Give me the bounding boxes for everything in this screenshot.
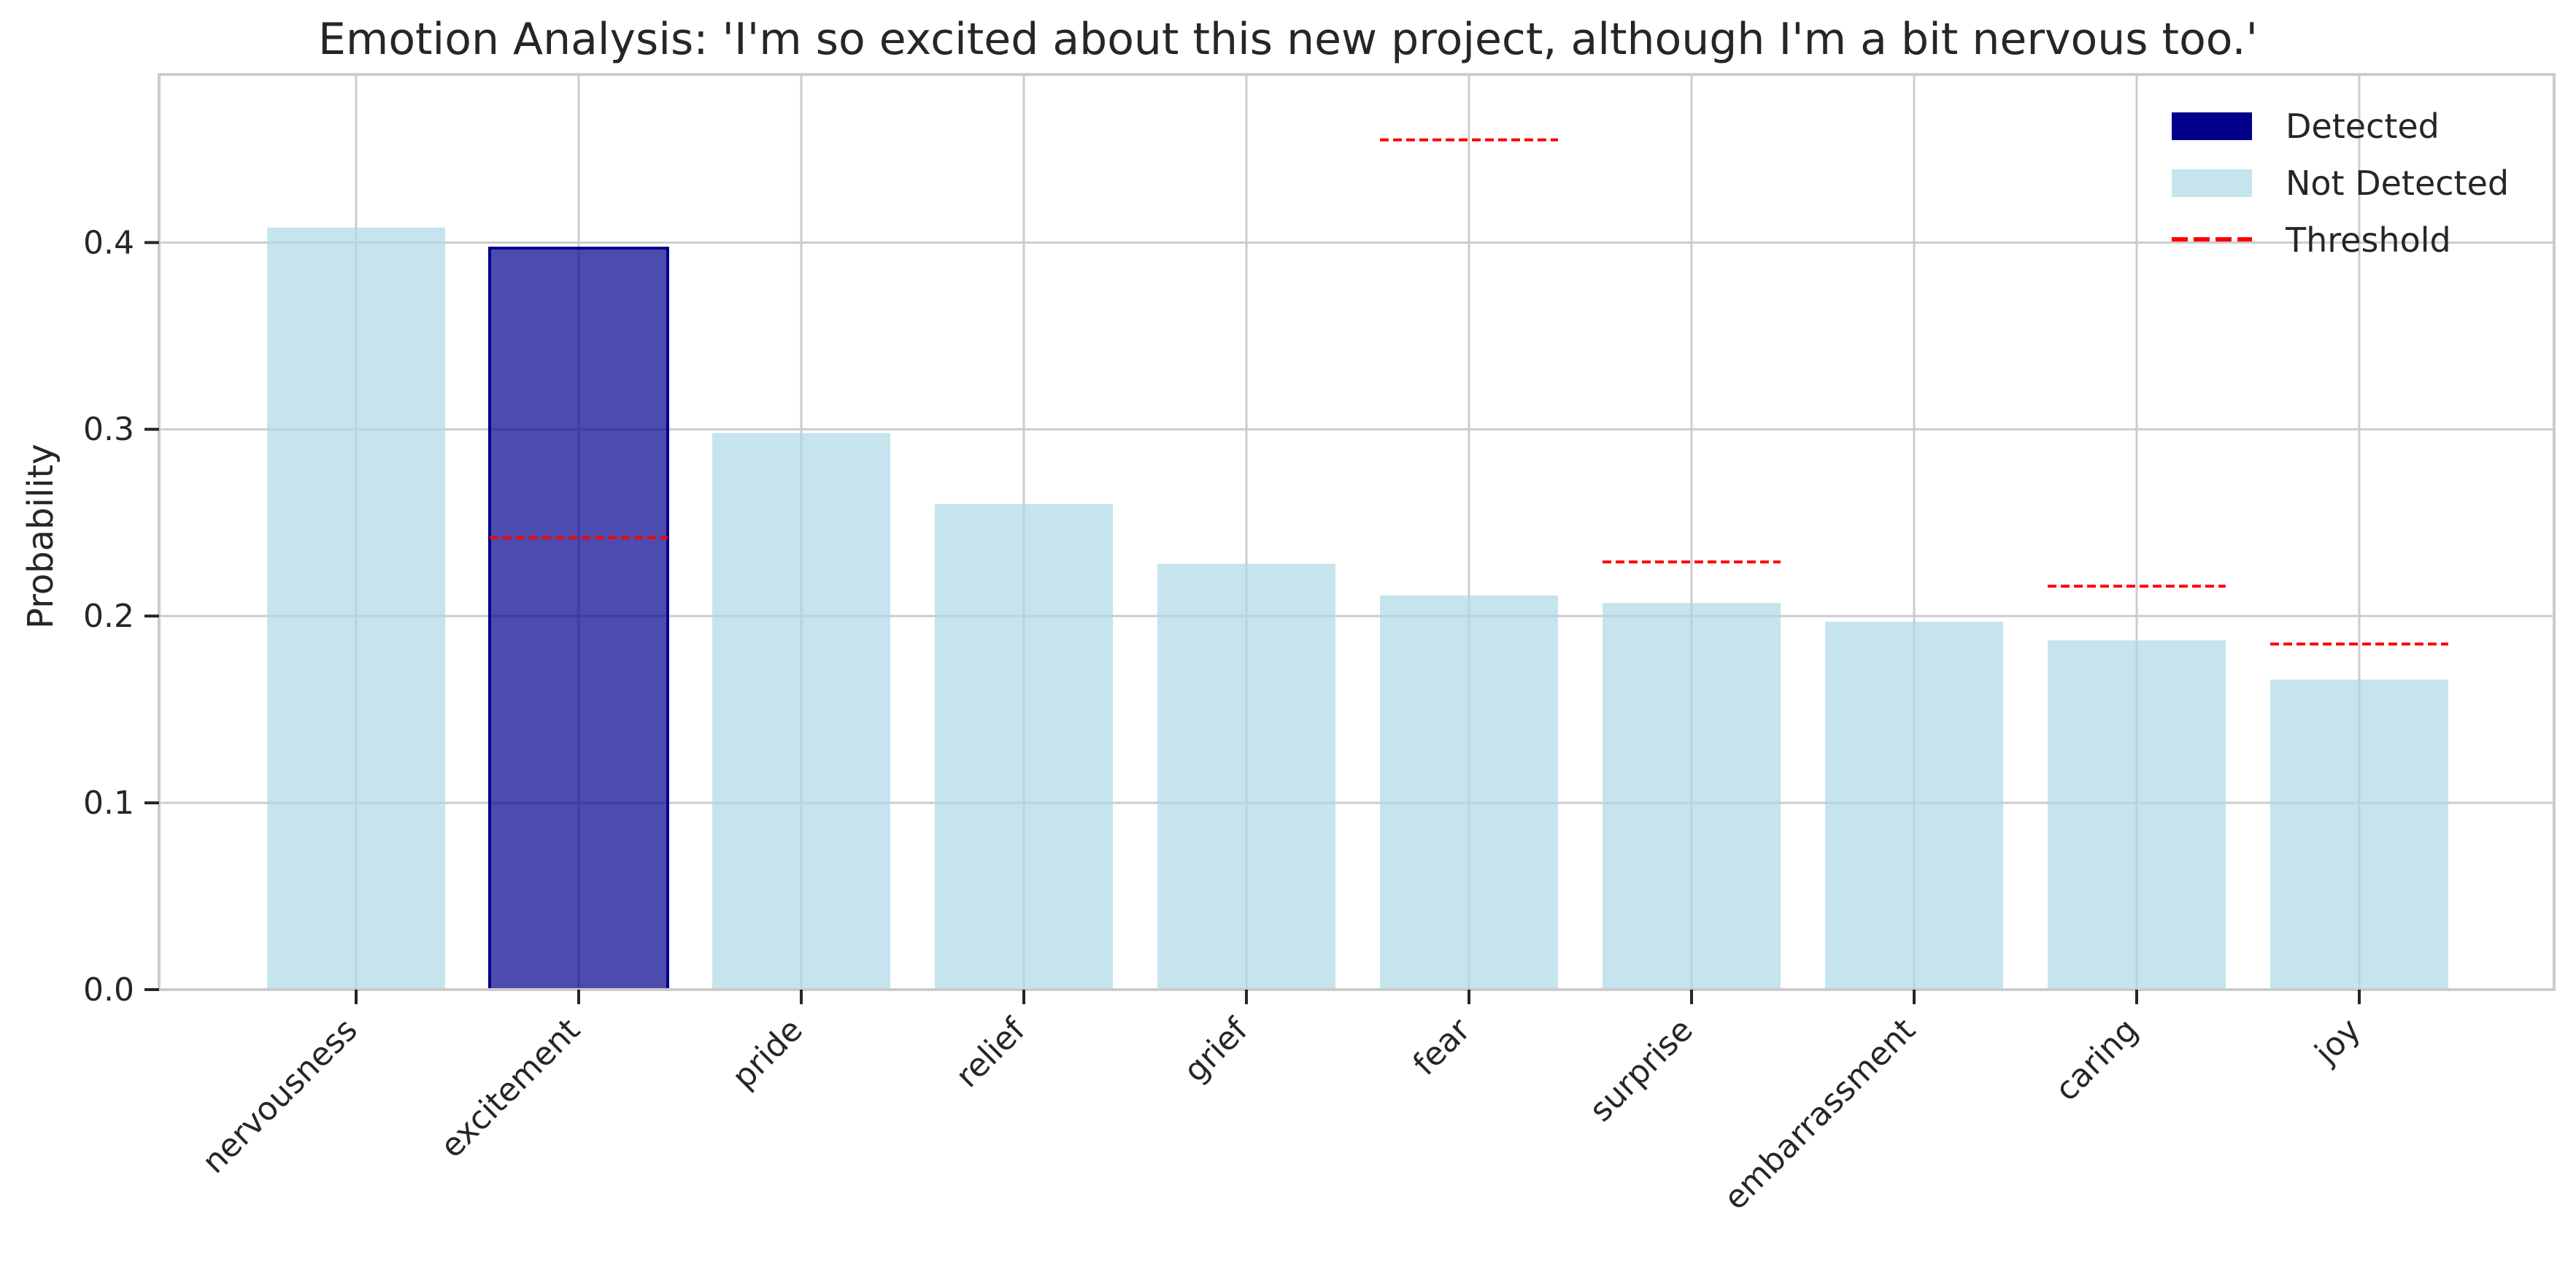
y-axis-label: Probability (20, 444, 61, 629)
bar-embarrassment (1825, 621, 2003, 990)
bar-caring (2048, 640, 2226, 990)
legend-label-threshold: Threshold (2285, 220, 2451, 260)
bar-surprise (1603, 603, 1781, 990)
threshold-lines (490, 138, 2448, 646)
y-tick-label: 0.2 (83, 598, 134, 635)
y-tick-label: 0.1 (83, 785, 134, 822)
plot-frame (158, 73, 2556, 991)
bar-nervousness (267, 227, 445, 990)
bar-joy (2270, 679, 2448, 990)
bar-relief (935, 504, 1113, 990)
legend-label-not-detected: Not Detected (2286, 163, 2509, 203)
bar-pride (712, 433, 890, 990)
bar-fear (1380, 596, 1558, 990)
legend-swatch-not-detected (2172, 169, 2252, 197)
bars (267, 227, 2448, 991)
bar-excitement (488, 247, 669, 991)
bar-grief (1157, 563, 1335, 990)
y-tick-label: 0.0 (83, 971, 134, 1009)
legend-label-detected: Detected (2286, 107, 2440, 146)
legend-swatch-detected (2172, 112, 2252, 140)
legend: Detected Not Detected Threshold (2172, 107, 2509, 260)
y-tick-label: 0.4 (83, 224, 134, 261)
chart-title: Emotion Analysis: 'I'm so excited about … (318, 14, 2258, 65)
y-tick-label: 0.3 (83, 411, 134, 448)
